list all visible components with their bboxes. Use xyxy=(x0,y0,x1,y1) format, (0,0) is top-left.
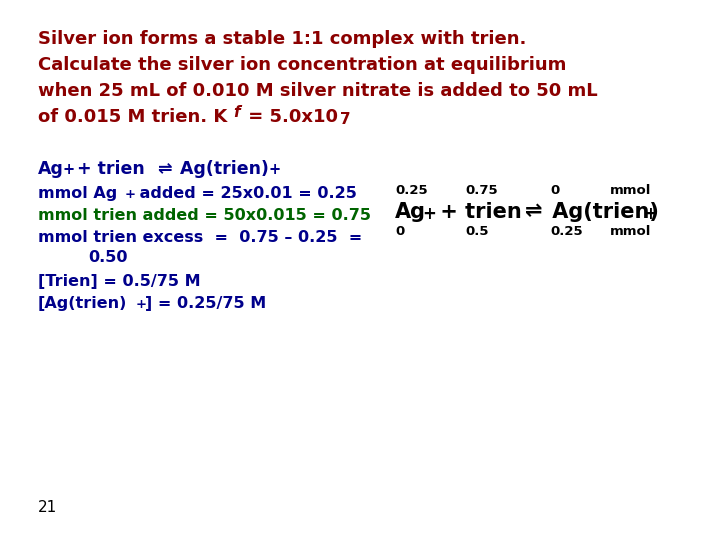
Text: 7: 7 xyxy=(340,112,351,127)
Text: +: + xyxy=(643,205,657,223)
Text: + trien: + trien xyxy=(433,202,529,222)
Text: Ag(trien): Ag(trien) xyxy=(174,160,269,178)
Text: Calculate the silver ion concentration at equilibrium: Calculate the silver ion concentration a… xyxy=(38,56,567,74)
Text: mmol: mmol xyxy=(610,225,652,238)
Text: 0.50: 0.50 xyxy=(88,250,127,265)
Text: +: + xyxy=(268,162,280,177)
Text: mmol Ag: mmol Ag xyxy=(38,186,117,201)
Text: Ag(trien): Ag(trien) xyxy=(545,202,659,222)
Text: = 5.0x10: = 5.0x10 xyxy=(242,108,338,126)
Text: Ag: Ag xyxy=(395,202,426,222)
Text: added = 25x0.01 = 0.25: added = 25x0.01 = 0.25 xyxy=(134,186,357,201)
Text: +: + xyxy=(125,188,136,201)
Text: ⇌: ⇌ xyxy=(157,159,171,177)
Text: ] = 0.25/75 M: ] = 0.25/75 M xyxy=(145,296,266,311)
Text: +: + xyxy=(62,162,74,177)
Text: +: + xyxy=(136,298,147,311)
Text: 21: 21 xyxy=(38,500,58,515)
Text: [Ag(trien): [Ag(trien) xyxy=(38,296,127,311)
Text: 0.5: 0.5 xyxy=(465,225,488,238)
Text: [Trien] = 0.5/75 M: [Trien] = 0.5/75 M xyxy=(38,274,201,289)
Text: of 0.015 M trien. K: of 0.015 M trien. K xyxy=(38,108,228,126)
Text: +: + xyxy=(422,205,436,223)
Text: mmol: mmol xyxy=(610,184,652,197)
Text: mmol trien excess  =  0.75 – 0.25  =: mmol trien excess = 0.75 – 0.25 = xyxy=(38,230,362,245)
Text: ⇌: ⇌ xyxy=(525,201,542,221)
Text: Silver ion forms a stable 1:1 complex with trien.: Silver ion forms a stable 1:1 complex wi… xyxy=(38,30,526,48)
Text: 0.25: 0.25 xyxy=(395,184,428,197)
Text: + trien: + trien xyxy=(71,160,150,178)
Text: 0.25: 0.25 xyxy=(550,225,582,238)
Text: mmol trien added = 50x0.015 = 0.75: mmol trien added = 50x0.015 = 0.75 xyxy=(38,208,371,223)
Text: f: f xyxy=(233,105,240,120)
Text: 0.75: 0.75 xyxy=(465,184,498,197)
Text: 0: 0 xyxy=(395,225,404,238)
Text: Ag: Ag xyxy=(38,160,64,178)
Text: 0: 0 xyxy=(550,184,559,197)
Text: when 25 mL of 0.010 M silver nitrate is added to 50 mL: when 25 mL of 0.010 M silver nitrate is … xyxy=(38,82,598,100)
